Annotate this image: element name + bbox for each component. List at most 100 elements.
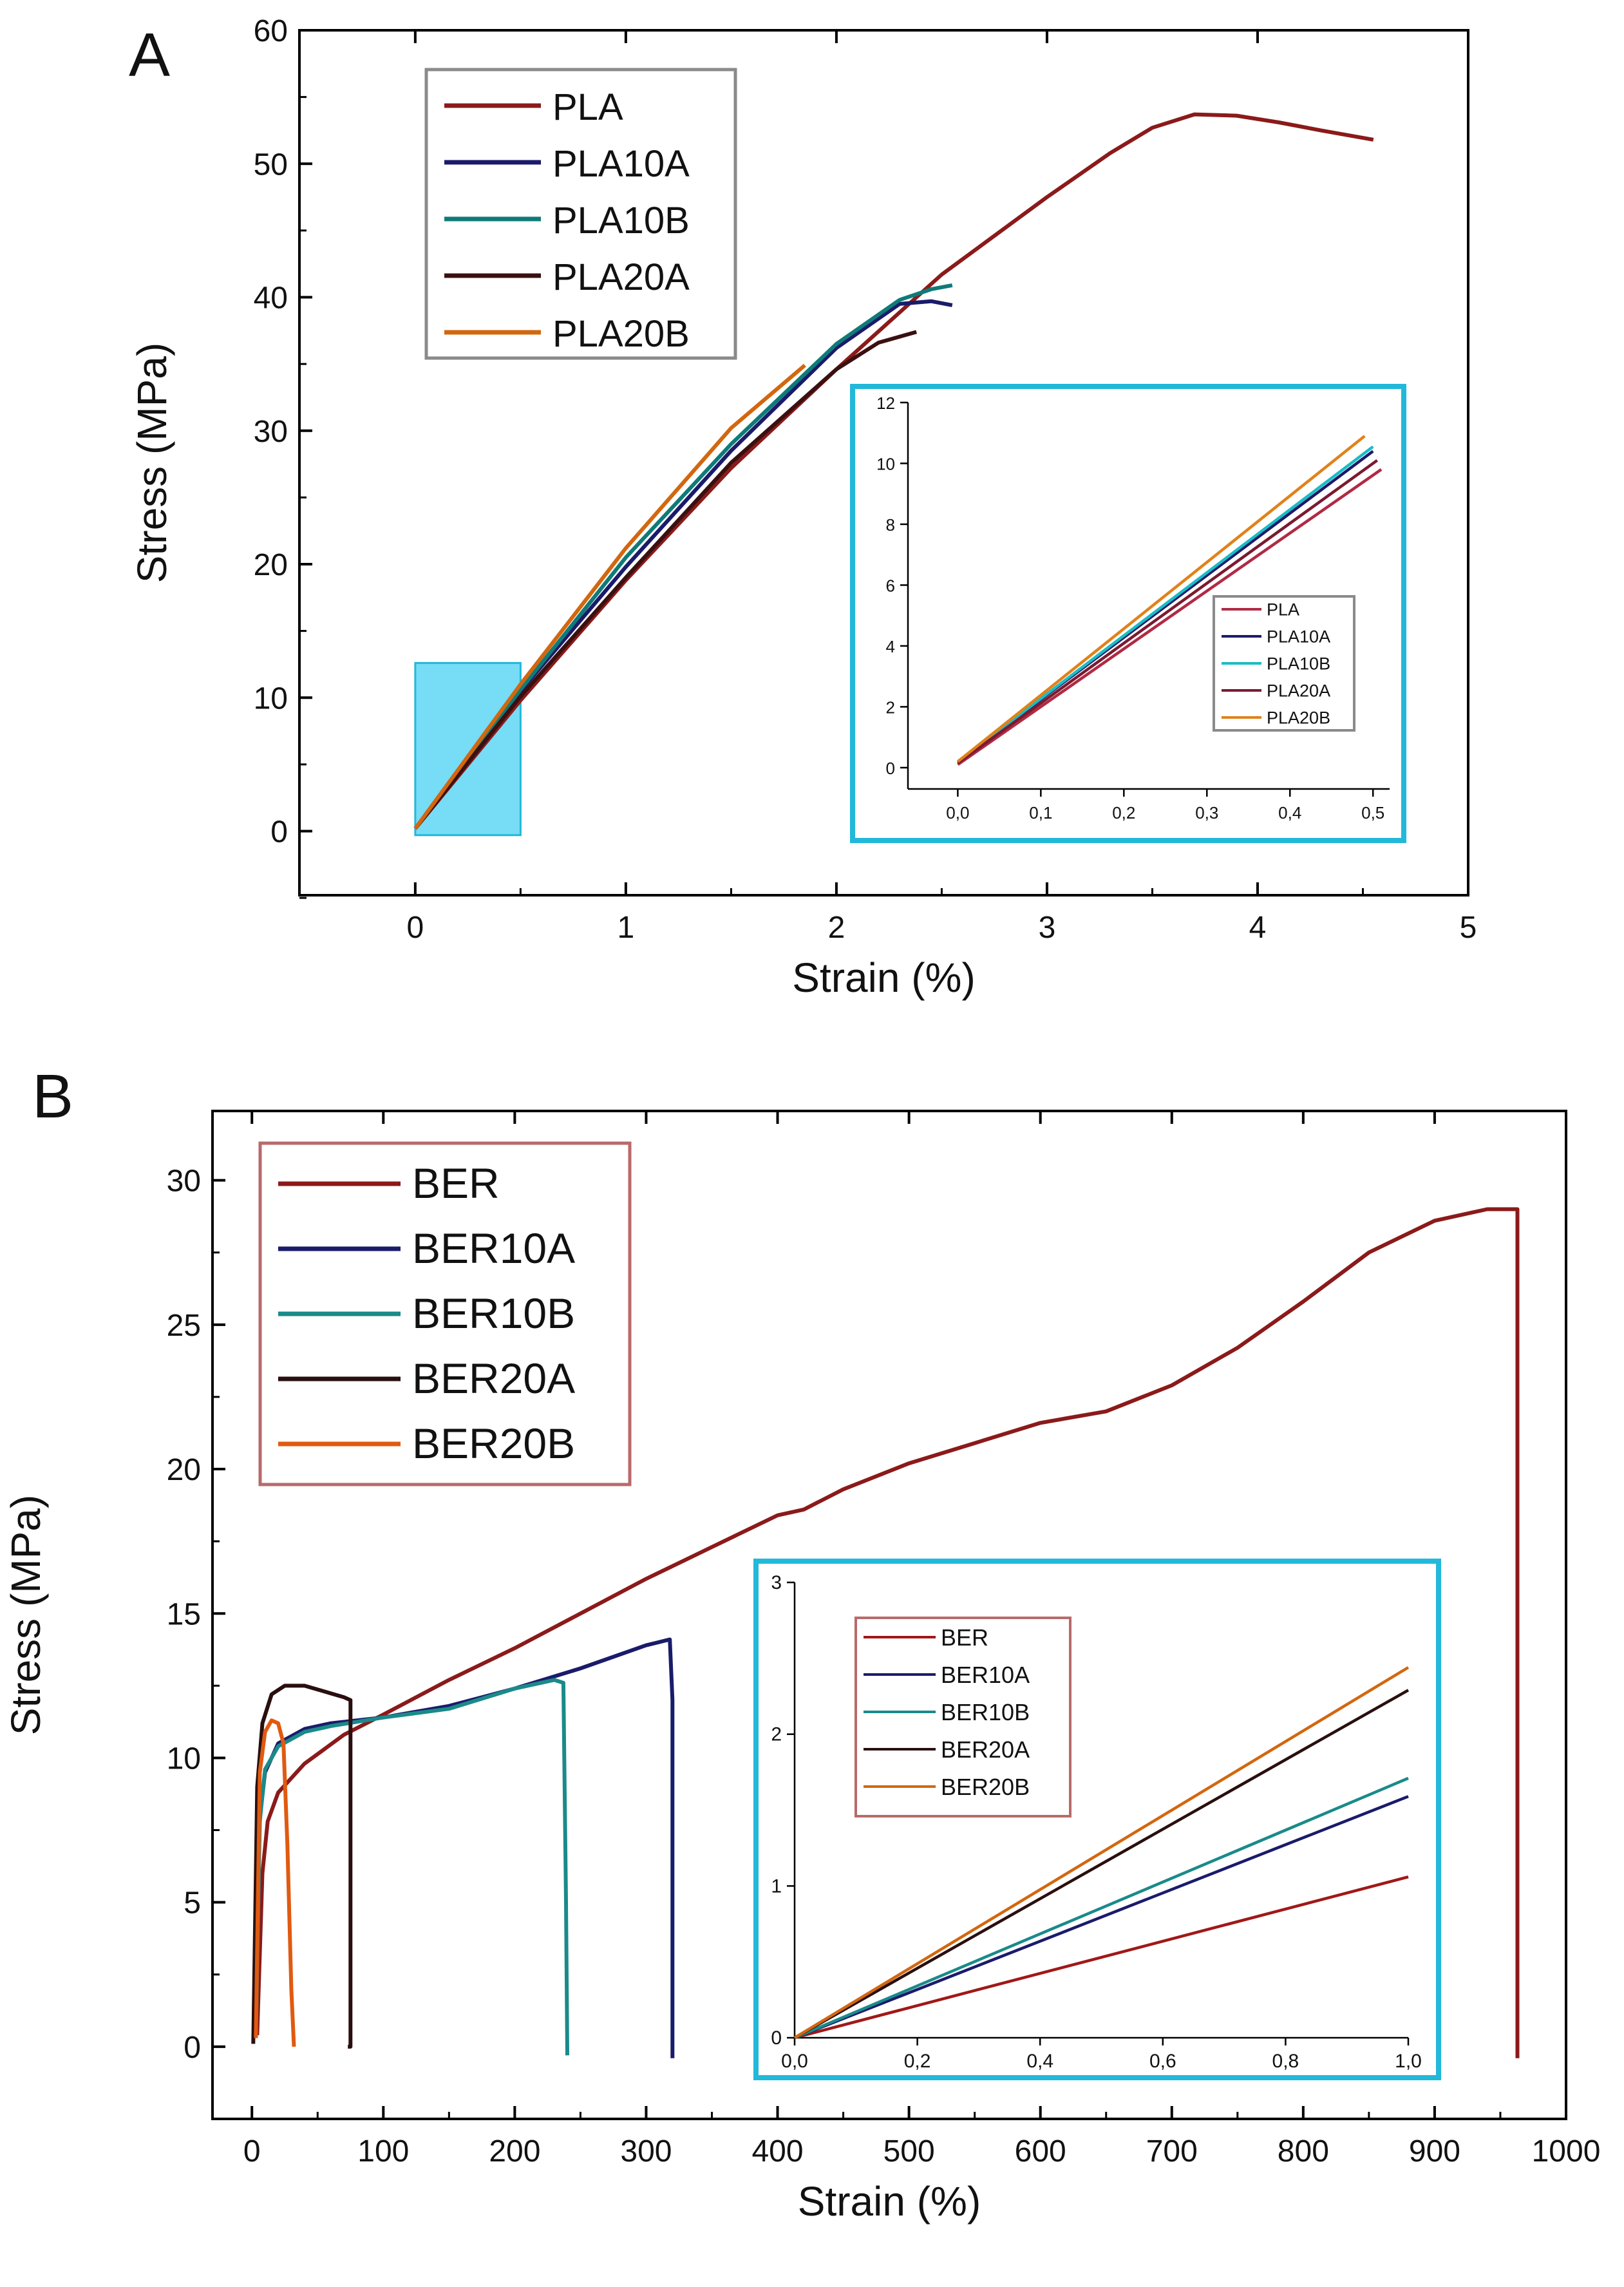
- inset-series-line-pla20a: [957, 459, 1379, 764]
- y-tick-label: 30: [254, 415, 288, 449]
- series-line-ber: [255, 1207, 1520, 2058]
- plot-frame: [298, 29, 1469, 897]
- inset-y-tick-label: 8: [886, 515, 895, 535]
- inset-y-tick-label: 3: [771, 1572, 782, 1593]
- x-axis-label: Strain (%): [798, 2178, 981, 2225]
- series-line-ber20b: [254, 1718, 296, 2047]
- panel-a-letter: A: [129, 21, 170, 90]
- x-tick-label: 800: [1278, 2134, 1329, 2168]
- inset-series-line-pla20b: [956, 435, 1366, 763]
- inset-series-line-pla: [957, 468, 1383, 766]
- x-tick-label: 4: [1249, 911, 1267, 945]
- inset-legend-label: PLA10A: [1267, 627, 1330, 647]
- legend-label: BER: [412, 1159, 500, 1207]
- inset-legend-label: BER20B: [941, 1774, 1030, 1800]
- inset-y-tick-label: 0: [886, 759, 895, 778]
- inset-x-tick-label: 0,5: [1361, 803, 1384, 822]
- inset-y-tick-label: 4: [886, 637, 895, 656]
- inset-y-tick-label: 2: [886, 697, 895, 717]
- inset-legend-box: [854, 1617, 1072, 1817]
- x-tick-label: 0: [407, 911, 424, 945]
- series-line-ber10a: [252, 1637, 675, 2058]
- legend-label: BER20A: [412, 1354, 575, 1402]
- inset-x-tick-label: 0,3: [1195, 803, 1218, 822]
- inset-legend-label: BER10A: [941, 1662, 1030, 1688]
- inset-y-tick-label: 1: [771, 1875, 782, 1897]
- x-tick-label: 100: [357, 2134, 409, 2168]
- x-axis-label: Strain (%): [792, 954, 976, 1001]
- legend-label: PLA10B: [552, 200, 690, 242]
- inset-series-line-ber: [794, 1875, 1409, 2040]
- legend-box: [424, 68, 737, 360]
- y-axis-label: Stress (MPa): [3, 1495, 49, 1735]
- inset-x-tick-label: 0,2: [904, 2051, 931, 2072]
- y-tick-label: 10: [167, 1741, 201, 1776]
- x-tick-label: 400: [751, 2134, 803, 2168]
- inset-x-tick-label: 0,1: [1029, 803, 1052, 822]
- panel-b-letter: B: [32, 1062, 73, 1131]
- inset-y-tick-label: 2: [771, 1724, 782, 1745]
- y-tick-label: 50: [254, 147, 288, 182]
- y-tick-label: 25: [167, 1309, 201, 1343]
- x-tick-label: 500: [883, 2134, 935, 2168]
- x-tick-label: 3: [1039, 911, 1056, 945]
- x-tick-label: 1: [618, 911, 635, 945]
- x-tick-label: 300: [620, 2134, 672, 2168]
- inset-x-tick-label: 1,0: [1395, 2051, 1422, 2072]
- inset-x-tick-label: 0,2: [1112, 803, 1135, 822]
- series-line-ber10b: [254, 1678, 569, 2056]
- inset-legend-label: BER10B: [941, 1699, 1030, 1725]
- y-tick-label: 5: [184, 1886, 201, 1921]
- x-tick-label: 0: [243, 2134, 261, 2168]
- x-tick-label: 200: [489, 2134, 540, 2168]
- inset-series-line-pla10b: [957, 445, 1374, 763]
- legend-label: BER10A: [412, 1224, 575, 1272]
- legend-label: BER20B: [412, 1419, 575, 1467]
- inset-legend-label: PLA: [1267, 600, 1299, 620]
- inset-legend-label: PLA10B: [1267, 654, 1330, 674]
- x-tick-label: 700: [1146, 2134, 1198, 2168]
- inset-x-tick-label: 0,6: [1149, 2051, 1176, 2072]
- y-axis-label: Stress (MPa): [129, 343, 175, 583]
- series-line-pla: [413, 112, 1374, 830]
- x-tick-label: 2: [828, 911, 845, 945]
- x-tick-label: 900: [1409, 2134, 1460, 2168]
- inset-y-tick-label: 10: [876, 454, 895, 473]
- series-line-pla10b: [413, 283, 953, 830]
- legend-label: PLA: [552, 86, 623, 128]
- inset-y-tick-label: 6: [886, 576, 895, 595]
- plot-frame: [211, 1110, 1567, 2120]
- y-tick-label: 0: [270, 815, 288, 849]
- inset-y-tick-label: 12: [876, 394, 895, 413]
- y-tick-label: 10: [254, 681, 288, 716]
- y-tick-label: 0: [184, 2031, 201, 2065]
- y-tick-label: 30: [167, 1164, 201, 1199]
- inset-legend-label: PLA20A: [1267, 681, 1330, 701]
- legend-label: BER10B: [412, 1289, 575, 1337]
- x-tick-label: 600: [1015, 2134, 1066, 2168]
- x-tick-label: 5: [1460, 911, 1477, 945]
- inset-legend-label: BER20A: [941, 1736, 1030, 1763]
- inset-x-tick-label: 0,0: [946, 803, 969, 822]
- series-line-pla20a: [413, 330, 918, 830]
- y-tick-label: 60: [254, 14, 288, 48]
- inset-y-tick-label: 0: [771, 2027, 782, 2049]
- inset-legend-label: BER: [941, 1624, 988, 1651]
- legend-label: PLA20A: [552, 256, 690, 298]
- inset-series-line-ber10a: [794, 1795, 1409, 2040]
- inset-x-tick-label: 0,4: [1278, 803, 1301, 822]
- inset-x-tick-label: 0,8: [1272, 2051, 1299, 2072]
- series-line-pla20b: [413, 363, 806, 830]
- y-tick-label: 20: [167, 1453, 201, 1487]
- inset-legend-label: PLA20B: [1267, 708, 1330, 728]
- series-line-ber20a: [251, 1684, 353, 2049]
- inset-series-line-ber20b: [793, 1666, 1410, 2039]
- inset-series-line-ber10b: [794, 1776, 1409, 2040]
- inset-x-tick-label: 0,4: [1026, 2051, 1053, 2072]
- panel-b-chart: 0 100 200 300 400 500 600 700 800 900 100005101520…: [3, 1110, 1600, 2225]
- inset-series-line-ber20a: [793, 1689, 1410, 2039]
- y-tick-label: 40: [254, 281, 288, 316]
- legend-label: PLA20B: [552, 313, 690, 355]
